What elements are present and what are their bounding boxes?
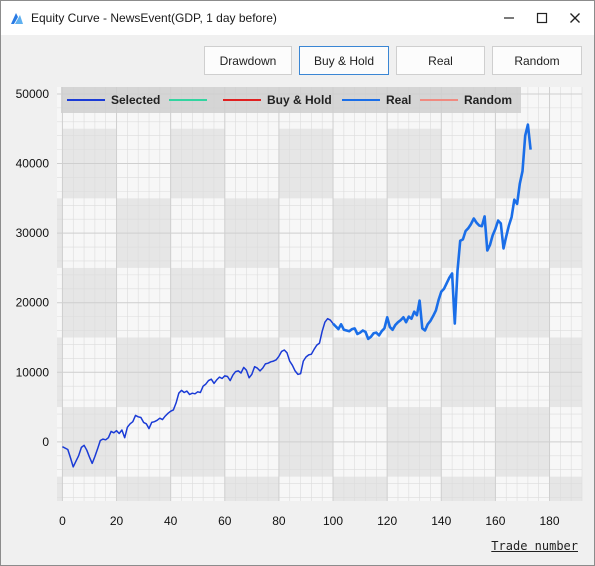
buy-hold-button[interactable]: Buy & Hold bbox=[299, 46, 389, 75]
grid-band bbox=[224, 476, 279, 501]
x-tick-label: 120 bbox=[377, 514, 397, 528]
x-tick-label: 180 bbox=[540, 514, 560, 528]
equity-chart-svg: 0 10000 20000 30000 40000 50000 0 20 40 60 80 100 12… bbox=[16, 87, 583, 528]
app-logo-icon bbox=[11, 13, 23, 24]
y-tick-label: 50000 bbox=[16, 87, 50, 101]
real-button[interactable]: Real bbox=[396, 46, 485, 75]
x-tick-label: 160 bbox=[485, 514, 505, 528]
close-icon bbox=[570, 13, 580, 23]
x-tick-label: 0 bbox=[59, 514, 66, 528]
x-tick-label: 140 bbox=[431, 514, 451, 528]
x-tick-label: 40 bbox=[164, 514, 178, 528]
x-tick-label: 60 bbox=[218, 514, 232, 528]
y-tick-label: 0 bbox=[42, 435, 49, 449]
window-title: Equity Curve - NewsEvent(GDP, 1 day befo… bbox=[31, 11, 277, 25]
series-line-real bbox=[332, 123, 532, 341]
legend-label: Random bbox=[464, 93, 512, 107]
grid-band bbox=[57, 476, 63, 501]
y-tick-label: 40000 bbox=[16, 157, 50, 171]
drawdown-button[interactable]: Drawdown bbox=[204, 46, 292, 75]
equity-chart: 0 10000 20000 30000 40000 50000 0 20 40 60 80 100 12… bbox=[1, 83, 594, 533]
legend-label: Selected bbox=[111, 93, 160, 107]
grid-band bbox=[116, 476, 171, 501]
x-tick-label: 20 bbox=[110, 514, 124, 528]
maximize-icon bbox=[536, 12, 548, 24]
title-bar[interactable]: Equity Curve - NewsEvent(GDP, 1 day befo… bbox=[1, 1, 594, 35]
minimize-button[interactable] bbox=[492, 1, 526, 35]
maximize-button[interactable] bbox=[525, 1, 559, 35]
y-tick-label: 20000 bbox=[16, 296, 50, 310]
grid-band bbox=[441, 476, 496, 501]
random-button[interactable]: Random bbox=[492, 46, 582, 75]
close-button[interactable] bbox=[558, 1, 592, 35]
y-tick-label: 10000 bbox=[16, 365, 50, 379]
x-tick-label: 80 bbox=[272, 514, 286, 528]
minimize-icon bbox=[504, 17, 514, 19]
grid-band bbox=[333, 476, 388, 501]
legend-label: Buy & Hold bbox=[267, 93, 332, 107]
legend-label: Real bbox=[386, 93, 411, 107]
y-tick-label: 30000 bbox=[16, 226, 50, 240]
series-line-selected bbox=[62, 317, 334, 468]
grid-band bbox=[549, 476, 582, 501]
x-axis-title: Trade number bbox=[491, 539, 578, 553]
x-tick-label: 100 bbox=[323, 514, 343, 528]
